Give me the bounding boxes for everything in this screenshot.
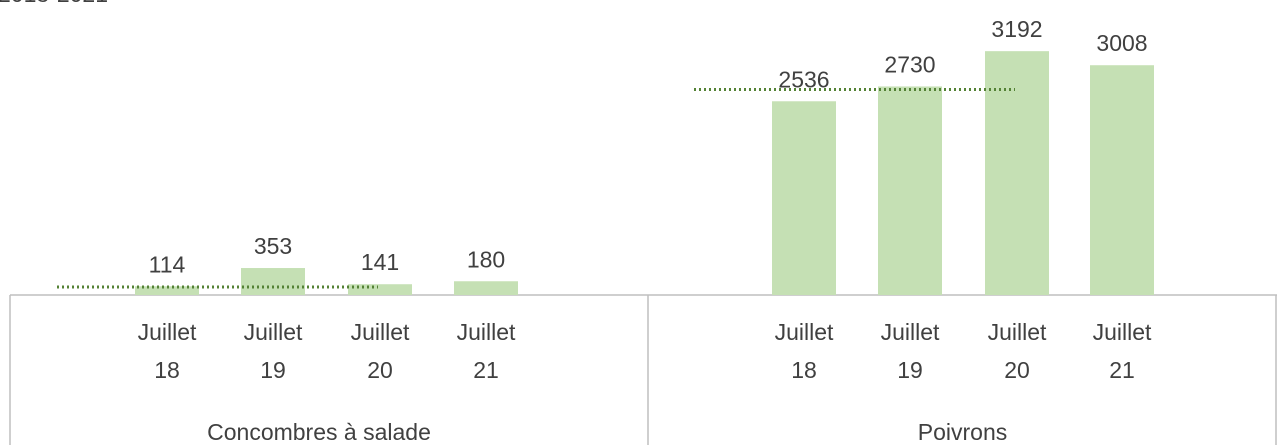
x-tick-label: Juillet 20 [351,319,410,383]
bar [454,281,518,295]
x-tick-label: Juillet 18 [138,319,197,383]
data-label: 3192 [991,16,1042,42]
data-label: 2536 [778,66,829,92]
x-tick-label: Juillet 20 [988,319,1047,383]
bar [348,284,412,295]
x-tick-label: Juillet 19 [881,319,940,383]
data-label: 141 [361,249,399,275]
group-label: Poivrons [918,419,1007,445]
data-label: 180 [467,246,505,272]
bar [241,268,305,295]
bar [772,101,836,296]
x-tick-label: Juillet 19 [244,319,303,383]
bar [1090,65,1154,295]
x-tick-label: Juillet 21 [457,319,516,383]
bar [135,286,199,295]
data-label: 353 [254,233,292,259]
bar [878,86,942,295]
bar [985,51,1049,295]
group-label: Concombres à salade [207,419,431,445]
data-label: 2730 [884,51,935,77]
x-tick-label: Juillet 18 [775,319,834,383]
data-label: 3008 [1096,30,1147,56]
data-label: 114 [149,251,186,277]
x-tick-label: Juillet 21 [1093,319,1152,383]
